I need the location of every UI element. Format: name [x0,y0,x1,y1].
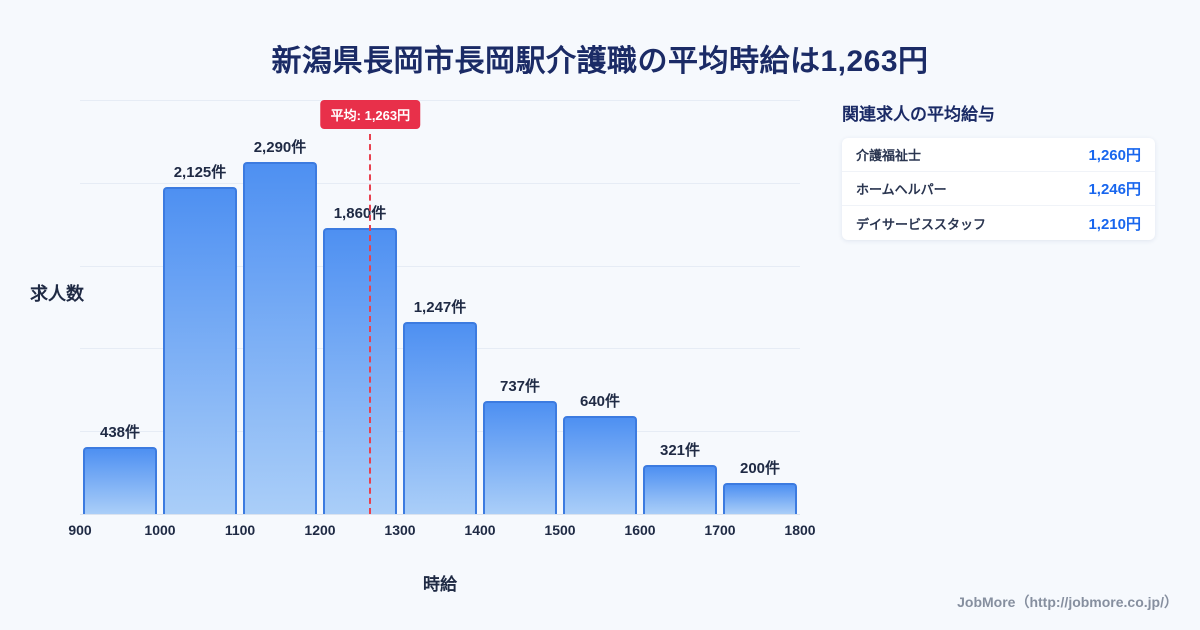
x-tick-1800: 1800 [784,522,816,538]
salary-job-label: 介護福祉士 [856,148,922,163]
page-title: 新潟県長岡市長岡駅介護職の平均時給は1,263円 [271,45,929,78]
gridline [80,182,800,184]
x-tick-1600: 1600 [624,522,656,538]
average-line [369,134,372,514]
bar-value-label: 2,125件 [173,164,227,181]
gridline [80,100,800,101]
x-tick-1100: 1100 [224,522,256,538]
salary-job-label: ホームヘルパー [856,182,947,197]
bar-slot-1000-1100: 2,125件 [160,161,240,514]
x-axis-label: 時給 [423,575,457,594]
x-tick-900: 900 [68,522,92,538]
bar-rect [243,162,317,514]
bar-rect [643,465,717,514]
side-panel-title: 関連求人の平均給与 [842,105,995,124]
bar-rect [403,322,477,514]
bar-rect [563,416,637,514]
salary-value: 1,246円 [1088,181,1141,198]
x-tick-1400: 1400 [464,522,496,538]
bar-slot-1400-1500: 737件 [480,375,560,514]
bar-rect [483,401,557,514]
bar-value-label: 1,247件 [413,299,467,316]
bar-slot-1600-1700: 321件 [640,439,720,514]
salary-row: ホームヘルパー 1,246円 [842,172,1155,206]
salary-value: 1,260円 [1088,147,1141,164]
bar-value-label: 640件 [579,393,621,410]
bar-rect [723,483,797,514]
bar-slot-1500-1600: 640件 [560,390,640,514]
salary-job-label: デイサービススタッフ [856,216,987,232]
x-axis-ticks: 900 1000 1100 1200 1300 1400 1500 1600 1700 1800 [68,522,815,542]
x-tick-1000: 1000 [144,522,176,538]
average-badge: 平均: 1,263円 [320,100,421,129]
y-axis-label: 求人数 [30,284,84,304]
bar-value-label: 737件 [499,378,541,395]
bar-slot-1100-1200: 2,290件 [240,136,320,514]
bar-value-label: 2,290件 [253,139,307,156]
bar-value-label: 1,860件 [333,205,387,222]
bar-slot-900-1000: 438件 [80,421,160,514]
bar-rect [163,187,237,514]
salary-row: 介護福祉士 1,260円 [842,138,1155,172]
salary-row: デイサービススタッフ 1,210円 [842,206,1155,240]
bar-value-label: 438件 [99,424,141,441]
histogram-plot-area: 438件 2,125件 2,290件 1,860件 1,247件 737件 640件 321件… [80,100,800,515]
salary-value: 1,210円 [1088,215,1141,233]
x-tick-1500: 1500 [544,522,576,538]
x-tick-1300: 1300 [384,522,416,538]
footer-credit: JobMore（http://jobmore.co.jp/） [957,594,1178,610]
x-tick-1700: 1700 [704,522,736,538]
bar-slot-1300-1400: 1,247件 [400,296,480,514]
bars-layer: 438件 2,125件 2,290件 1,860件 1,247件 737件 640件 321件… [80,100,800,514]
bar-rect [323,228,397,514]
bar-rect [83,447,157,514]
related-salaries-card: 介護福祉士 1,260円ホームヘルパー 1,246円デイサービススタッフ 1,210円 [842,138,1155,240]
x-tick-1200: 1200 [304,522,336,538]
gridline [80,265,800,267]
bar-slot-1700-1800: 200件 [720,457,800,514]
bar-slot-1200-1300: 1,860件 [320,202,400,514]
bar-value-label: 200件 [739,460,781,477]
bar-value-label: 321件 [659,442,701,459]
